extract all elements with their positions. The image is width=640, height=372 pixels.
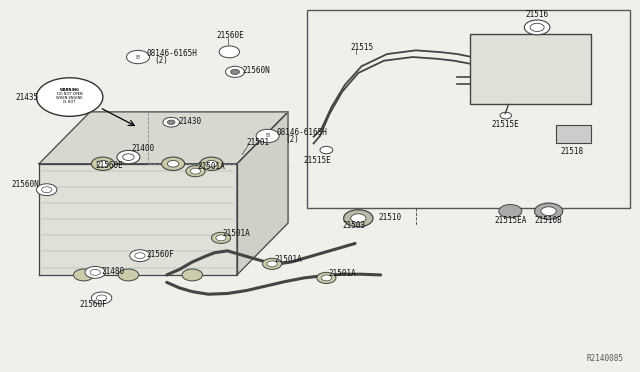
Circle shape [225, 66, 244, 77]
Text: 21515E: 21515E [492, 121, 519, 129]
Text: 21480: 21480 [102, 267, 125, 276]
Text: 21400: 21400 [132, 144, 155, 153]
Text: 08146-6165H: 08146-6165H [147, 49, 197, 58]
Circle shape [118, 269, 139, 281]
Circle shape [135, 253, 145, 259]
Circle shape [190, 168, 200, 174]
Text: 21503: 21503 [342, 221, 365, 230]
Circle shape [182, 269, 202, 281]
Text: B: B [136, 55, 140, 60]
Circle shape [262, 258, 282, 269]
Circle shape [534, 203, 563, 219]
Text: 21515: 21515 [351, 42, 374, 51]
Circle shape [36, 78, 103, 116]
Text: (2): (2) [285, 135, 299, 144]
Circle shape [351, 214, 366, 223]
Circle shape [256, 129, 279, 142]
Circle shape [320, 146, 333, 154]
Circle shape [524, 20, 550, 35]
Circle shape [200, 157, 223, 170]
Text: 21518: 21518 [561, 147, 584, 156]
Circle shape [211, 232, 230, 243]
Text: 21515E: 21515E [303, 155, 332, 164]
Text: R2140085: R2140085 [586, 354, 623, 363]
Text: 21435: 21435 [16, 93, 39, 102]
Circle shape [499, 205, 522, 218]
Text: 21560E: 21560E [95, 161, 123, 170]
Circle shape [186, 166, 205, 177]
Text: WHEN ENGINE: WHEN ENGINE [56, 96, 83, 100]
Text: 21516: 21516 [525, 10, 548, 19]
Circle shape [90, 269, 100, 275]
Circle shape [163, 118, 179, 127]
Text: 21510: 21510 [379, 213, 402, 222]
Bar [307, 10, 630, 208]
Polygon shape [39, 112, 288, 164]
Circle shape [97, 160, 109, 167]
Circle shape [168, 120, 175, 125]
Circle shape [123, 154, 134, 160]
Circle shape [216, 235, 226, 241]
Circle shape [321, 275, 332, 281]
Circle shape [97, 295, 107, 301]
Circle shape [168, 160, 179, 167]
Bar [556, 125, 591, 143]
Text: IS HOT: IS HOT [63, 99, 76, 103]
Polygon shape [237, 112, 288, 275]
Circle shape [317, 272, 336, 283]
Circle shape [42, 187, 52, 193]
Text: 08146-6165H: 08146-6165H [276, 128, 328, 137]
Circle shape [162, 157, 184, 170]
Text: 21501A: 21501A [197, 162, 225, 171]
Text: 21560N: 21560N [12, 180, 39, 189]
Circle shape [117, 150, 140, 164]
Text: 21515EA: 21515EA [494, 217, 527, 225]
Circle shape [541, 207, 556, 216]
Text: B: B [266, 134, 269, 138]
Text: 21560F: 21560F [147, 250, 174, 259]
Circle shape [230, 69, 239, 74]
Circle shape [205, 160, 217, 167]
Circle shape [92, 292, 112, 304]
Circle shape [500, 112, 511, 119]
Text: (2): (2) [155, 56, 168, 65]
Circle shape [530, 23, 544, 32]
Text: 21501A: 21501A [274, 254, 302, 263]
Text: 21560E: 21560E [216, 31, 244, 41]
Bar [470, 34, 591, 105]
Circle shape [130, 250, 150, 262]
Text: 21501A: 21501A [223, 228, 251, 238]
Circle shape [219, 46, 239, 58]
Text: 21430: 21430 [178, 117, 202, 126]
Circle shape [85, 266, 106, 278]
Text: 21510B: 21510B [535, 217, 563, 225]
Circle shape [267, 261, 277, 267]
Polygon shape [39, 164, 237, 275]
Text: WARNING: WARNING [60, 89, 79, 92]
Circle shape [92, 157, 115, 170]
Text: 21560F: 21560F [79, 300, 107, 309]
Circle shape [36, 184, 57, 196]
Circle shape [344, 210, 373, 227]
Text: DO NOT OPEN: DO NOT OPEN [57, 92, 83, 96]
Circle shape [127, 50, 150, 64]
Circle shape [74, 269, 94, 281]
Text: 21501A: 21501A [328, 269, 356, 278]
Text: 21501: 21501 [246, 138, 269, 147]
Text: 21560N: 21560N [242, 66, 270, 75]
